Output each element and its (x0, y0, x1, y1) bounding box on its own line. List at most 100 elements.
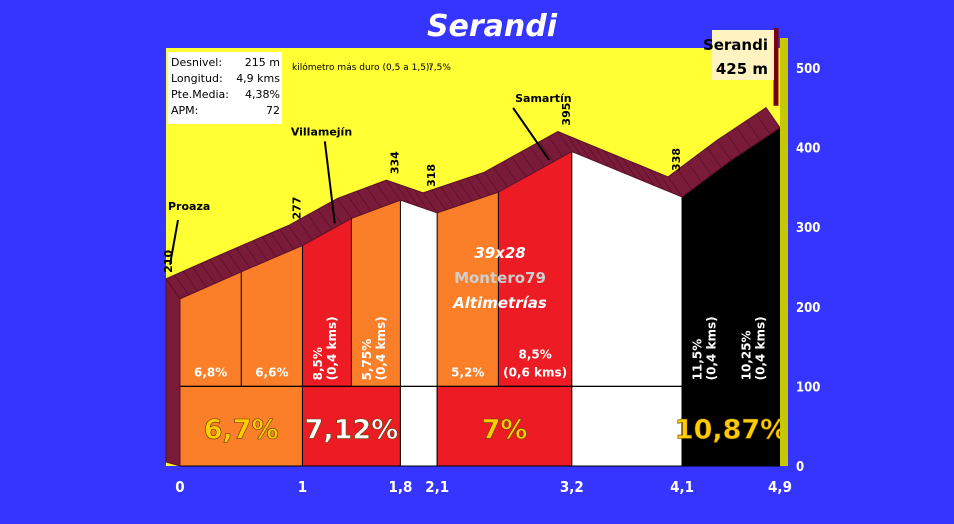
road-hatch (376, 183, 391, 205)
axes: 0 100 200 300 400 500 0 1 1,8 2,1 3,2 4,1 4,9 (175, 38, 820, 496)
road-hatch (755, 113, 771, 135)
place-label-1: Villamejín (291, 125, 352, 138)
km-group-grade-0: 6,7% (204, 414, 279, 445)
road-hatch (356, 190, 372, 212)
y-tick-0: 0 (796, 460, 804, 475)
segment-grade-9: 10,25% (740, 330, 754, 380)
summary-value-2: 4,38% (245, 88, 280, 101)
segment-grade-8: 11,5% (691, 339, 705, 381)
summary-value-1: 4,9 kms (236, 72, 280, 85)
road-hatch (548, 136, 563, 157)
x-tick-5: 4,1 (670, 478, 694, 496)
road-hatch (716, 140, 732, 161)
road-hatch (337, 198, 352, 219)
altitude-label-4: 395 (560, 103, 573, 126)
summary-label-2: Pte.Media: (171, 88, 229, 101)
road-hatch (502, 161, 518, 183)
info-box: Desnivel: 215 m Longitud: 4,9 kms Pte.Media:… (168, 52, 451, 124)
road-hatch (457, 180, 473, 202)
road-hatch (386, 179, 401, 201)
km-group-5 (681, 385, 781, 467)
road-hatch (697, 154, 712, 176)
road-hatch (235, 247, 251, 269)
chart-title: Serandi (427, 9, 558, 44)
hardest-km-value: 7,5% (428, 63, 451, 73)
km-group-4 (571, 385, 683, 467)
road-hatch (297, 219, 313, 241)
km-group-grade-5: 10,87% (675, 414, 787, 445)
x-tick-4: 3,2 (560, 478, 584, 496)
km-group-1 (301, 385, 401, 467)
y-tick-2: 200 (796, 301, 820, 316)
watermark-size: 39x28 (474, 244, 525, 262)
road-hatch (209, 259, 225, 280)
km-group-grade-3: 7% (482, 414, 528, 445)
summit-altitude: 425 m (716, 60, 768, 78)
road-hatch (431, 189, 447, 211)
road-hatch (603, 150, 619, 171)
road-hatch (191, 267, 207, 288)
altitude-label-2: 334 (388, 151, 401, 174)
place-pointer-0 (169, 219, 179, 266)
right-edge (780, 38, 788, 466)
road-hatch (244, 244, 260, 265)
segment-grade-1: 6,6% (255, 365, 288, 379)
road-hatch (261, 236, 277, 257)
place-pointer-2 (512, 107, 550, 161)
road-hatch (575, 138, 591, 160)
road-hatch (440, 186, 455, 208)
km-group-2 (399, 385, 438, 467)
road-hatch (529, 146, 545, 168)
road-hatch (422, 192, 438, 214)
hardest-km-label: kilómetro más duro (0,5 a 1,5): (292, 62, 432, 73)
place-pointer-1 (323, 141, 336, 224)
road-hatch (706, 147, 722, 168)
km-group-grade-1: 7,12% (305, 414, 399, 445)
km-grade-groups: 6,7% 7,12% 7% 10,87% (179, 385, 788, 467)
watermark-brand: Altimetrías (452, 294, 547, 312)
segment-grade-3: 5,75% (360, 339, 374, 381)
road-hatch (557, 131, 573, 152)
road-hatch (395, 183, 410, 204)
place-label-2: Samartín (515, 92, 572, 105)
road-hatch (640, 165, 655, 186)
y-tick-5: 500 (796, 62, 820, 77)
road-hatch (366, 187, 382, 208)
segment-distance-6: (0,6 kms) (503, 365, 567, 379)
x-tick-0: 0 (175, 478, 184, 496)
summit-name: Serandi (703, 36, 768, 54)
x-tick-1: 1 (298, 478, 307, 496)
road-hatch (511, 156, 527, 178)
summary-label-0: Desnivel: (171, 56, 222, 69)
segment-distance-9: (0,4 kms) (754, 316, 768, 380)
road-hatch (279, 229, 295, 250)
y-tick-1: 100 (796, 380, 820, 395)
road-hatch (746, 120, 761, 141)
segment-grade-6: 8,5% (518, 347, 551, 361)
road-hatch (726, 133, 742, 155)
segment-distance-2: (0,4 kms) (325, 316, 339, 380)
road-hatch (539, 141, 554, 162)
segment-grade-2: 8,5% (311, 347, 325, 380)
road-hatch (288, 225, 303, 246)
road-hatch (594, 146, 609, 167)
road-hatch (307, 214, 323, 235)
road-hatch (226, 251, 242, 273)
watermark-author: Montero79 (454, 269, 546, 287)
y-tick-4: 400 (796, 142, 820, 157)
left-wall (165, 277, 181, 467)
road-hatch (621, 157, 637, 179)
road-hatch (658, 172, 674, 194)
segment-grade-0: 6,8% (194, 365, 227, 379)
summary-label-1: Longitud: (171, 72, 223, 85)
altitude-label-3: 318 (425, 164, 438, 187)
y-tick-3: 300 (796, 221, 820, 236)
x-tick-2: 1,8 (388, 478, 412, 496)
road-hatch (649, 169, 665, 190)
altitude-label-5: 338 (670, 148, 683, 171)
x-tick-3: 2,1 (425, 478, 449, 496)
road-hatch (667, 176, 683, 198)
road-hatch (270, 232, 286, 254)
